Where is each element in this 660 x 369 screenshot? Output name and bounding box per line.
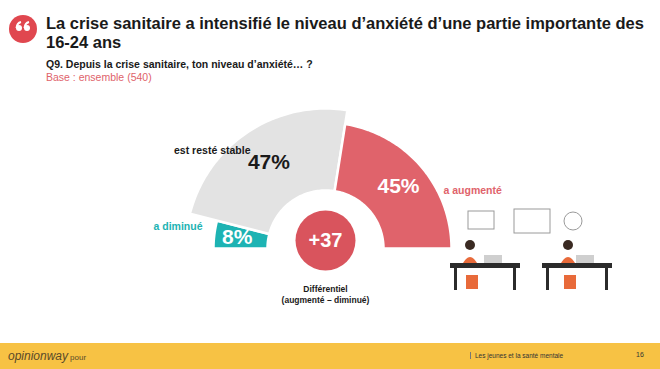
svg-text:(augmenté – diminué): (augmenté – diminué) (282, 295, 370, 305)
html-text:Les jeunes et la santé mentale: Les jeunes et la santé mentale (475, 352, 564, 359)
html-text:16: 16 (636, 351, 644, 358)
svg-text:a augmenté: a augmenté (444, 184, 503, 196)
html-text:Q9. Depuis la crise sanitaire,: Q9. Depuis la crise sanitaire, ton nivea… (46, 58, 313, 70)
svg-text:Différentiel: Différentiel (303, 284, 347, 294)
svg-text:+37: +37 (309, 229, 343, 251)
html-text:opinionway pour: opinionway pour (8, 349, 87, 363)
svg-text:est resté stable: est resté stable (174, 144, 251, 156)
html-text:La crise sanitaire a intensifi: La crise sanitaire a intensifié le nivea… (46, 14, 644, 51)
svg-text:47%: 47% (248, 150, 290, 173)
svg-text:8%: 8% (222, 225, 253, 249)
svg-text:45%: 45% (377, 174, 419, 197)
html-text:Base : ensemble (540): Base : ensemble (540) (46, 71, 152, 83)
svg-text:a diminué: a diminué (153, 220, 202, 232)
